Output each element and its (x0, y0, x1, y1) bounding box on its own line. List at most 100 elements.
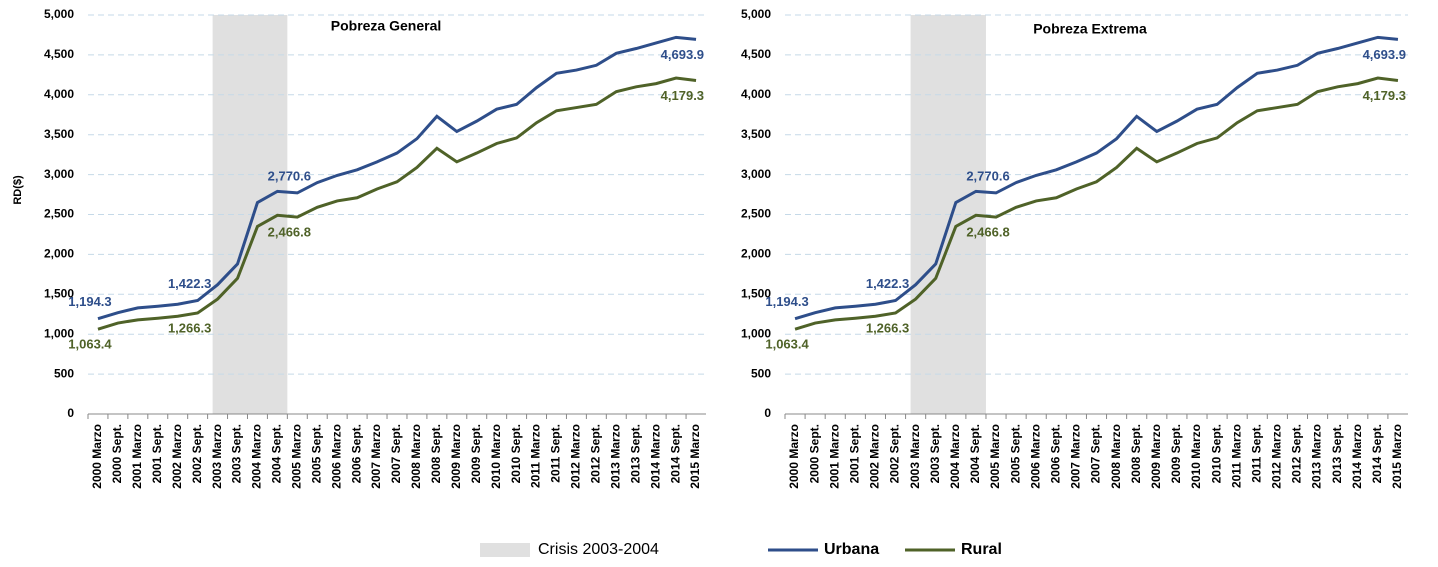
x-tick-label: 2012 Marzo (569, 424, 583, 489)
x-tick-label: 2014 Marzo (648, 424, 662, 489)
data-label: 2,770.6 (268, 168, 311, 183)
x-tick-label: 2009 Sept. (469, 424, 483, 483)
x-tick-label: 2007 Marzo (1069, 424, 1083, 489)
x-tick-label: 2013 Marzo (1310, 424, 1324, 489)
data-label: 4,179.3 (661, 88, 704, 103)
x-tick-label: 2000 Sept. (807, 424, 821, 483)
x-tick-label: 2008 Marzo (409, 424, 423, 489)
x-tick-label: 2009 Sept. (1169, 424, 1183, 483)
y-tick-label: 1,500 (741, 286, 771, 300)
x-tick-label: 2005 Marzo (289, 424, 303, 489)
y-tick-label: 0 (764, 406, 771, 420)
data-label: 1,194.3 (765, 294, 808, 309)
chart-title: Pobreza Extrema (1033, 21, 1147, 37)
data-label: 2,466.8 (268, 225, 311, 240)
x-tick-label: 2006 Sept. (1048, 424, 1062, 483)
data-label: 1,063.4 (765, 337, 809, 352)
x-tick-label: 2002 Sept. (190, 424, 204, 483)
y-tick-label: 4,500 (741, 47, 771, 61)
y-tick-label: 5,000 (741, 7, 771, 21)
x-tick-label: 2008 Sept. (429, 424, 443, 483)
x-tick-label: 2000 Marzo (90, 424, 104, 489)
x-tick-label: 2011 Sept. (1249, 424, 1263, 483)
x-tick-label: 2001 Sept. (848, 424, 862, 483)
data-label: 1,422.3 (168, 276, 211, 291)
y-tick-label: 1,000 (741, 326, 771, 340)
x-tick-label: 2000 Sept. (110, 424, 124, 483)
data-label: 1,266.3 (168, 320, 211, 335)
y-tick-label: 3,000 (44, 167, 74, 181)
x-tick-label: 2001 Sept. (150, 424, 164, 483)
x-tick-label: 2007 Sept. (1089, 424, 1103, 483)
chart-title: Pobreza General (331, 18, 442, 34)
y-tick-label: 4,500 (44, 47, 74, 61)
x-tick-label: 2010 Marzo (1189, 424, 1203, 489)
data-label: 1,266.3 (866, 320, 909, 335)
x-tick-label: 2014 Sept. (668, 424, 682, 483)
x-tick-label: 2011 Sept. (549, 424, 563, 483)
y-tick-label: 500 (54, 366, 74, 380)
y-tick-label: 2,500 (44, 207, 74, 221)
y-tick-label: 4,000 (741, 87, 771, 101)
series-line (794, 35, 1399, 321)
x-tick-label: 2002 Sept. (888, 424, 902, 483)
y-tick-label: 500 (751, 366, 771, 380)
x-tick-label: 2000 Marzo (787, 424, 801, 489)
x-tick-label: 2012 Marzo (1270, 424, 1284, 489)
y-tick-label: 1,000 (44, 326, 74, 340)
x-tick-label: 2008 Marzo (1109, 424, 1123, 489)
legend-label: Rural (961, 541, 1002, 558)
x-tick-label: 2010 Marzo (489, 424, 503, 489)
y-axis-label: RD($) (12, 175, 24, 205)
x-tick-label: 2015 Marzo (1390, 424, 1404, 489)
x-tick-label: 2007 Marzo (369, 424, 383, 489)
x-tick-label: 2013 Sept. (1330, 424, 1344, 483)
x-tick-label: 2006 Sept. (349, 424, 363, 483)
x-tick-label: 2007 Sept. (389, 424, 403, 483)
x-tick-label: 2002 Marzo (170, 424, 184, 489)
x-tick-label: 2008 Sept. (1129, 424, 1143, 483)
y-tick-label: 2,000 (44, 247, 74, 261)
x-tick-label: 2013 Sept. (628, 424, 642, 483)
x-tick-label: 2003 Sept. (928, 424, 942, 483)
data-label: 1,063.4 (68, 337, 112, 352)
y-tick-label: 0 (67, 406, 74, 420)
x-tick-label: 2003 Marzo (908, 424, 922, 489)
x-tick-label: 2015 Marzo (688, 424, 702, 489)
data-label: 2,466.8 (966, 225, 1009, 240)
x-tick-label: 2004 Sept. (270, 424, 284, 483)
data-label: 4,179.3 (1363, 88, 1406, 103)
data-label: 2,770.6 (966, 168, 1009, 183)
data-label: 1,422.3 (866, 276, 909, 291)
x-tick-label: 2012 Sept. (589, 424, 603, 483)
y-tick-label: 3,500 (741, 127, 771, 141)
legend-label: Urbana (824, 541, 879, 558)
y-tick-label: 1,500 (44, 286, 74, 300)
x-tick-label: 2004 Marzo (250, 424, 264, 489)
series-line (97, 35, 697, 321)
y-tick-label: 3,500 (44, 127, 74, 141)
x-tick-label: 2006 Marzo (1028, 424, 1042, 489)
x-tick-label: 2011 Marzo (1229, 424, 1243, 488)
x-tick-label: 2010 Sept. (509, 424, 523, 483)
x-tick-label: 2011 Marzo (529, 424, 543, 488)
x-tick-label: 2003 Sept. (230, 424, 244, 483)
legend-swatch (480, 543, 530, 557)
legend-label: Crisis 2003-2004 (538, 541, 659, 558)
x-tick-label: 2009 Marzo (449, 424, 463, 489)
x-tick-label: 2013 Marzo (608, 424, 622, 489)
x-tick-label: 2002 Marzo (868, 424, 882, 489)
series-line (794, 76, 1399, 331)
x-tick-label: 2004 Marzo (948, 424, 962, 489)
x-tick-label: 2005 Marzo (988, 424, 1002, 489)
x-tick-label: 2009 Marzo (1149, 424, 1163, 489)
x-tick-label: 2006 Marzo (329, 424, 343, 489)
x-tick-label: 2010 Sept. (1209, 424, 1223, 483)
x-tick-label: 2004 Sept. (968, 424, 982, 483)
x-tick-label: 2003 Marzo (210, 424, 224, 489)
series-line (97, 76, 697, 331)
y-tick-label: 2,000 (741, 247, 771, 261)
x-tick-label: 2001 Marzo (130, 424, 144, 489)
y-tick-label: 5,000 (44, 7, 74, 21)
